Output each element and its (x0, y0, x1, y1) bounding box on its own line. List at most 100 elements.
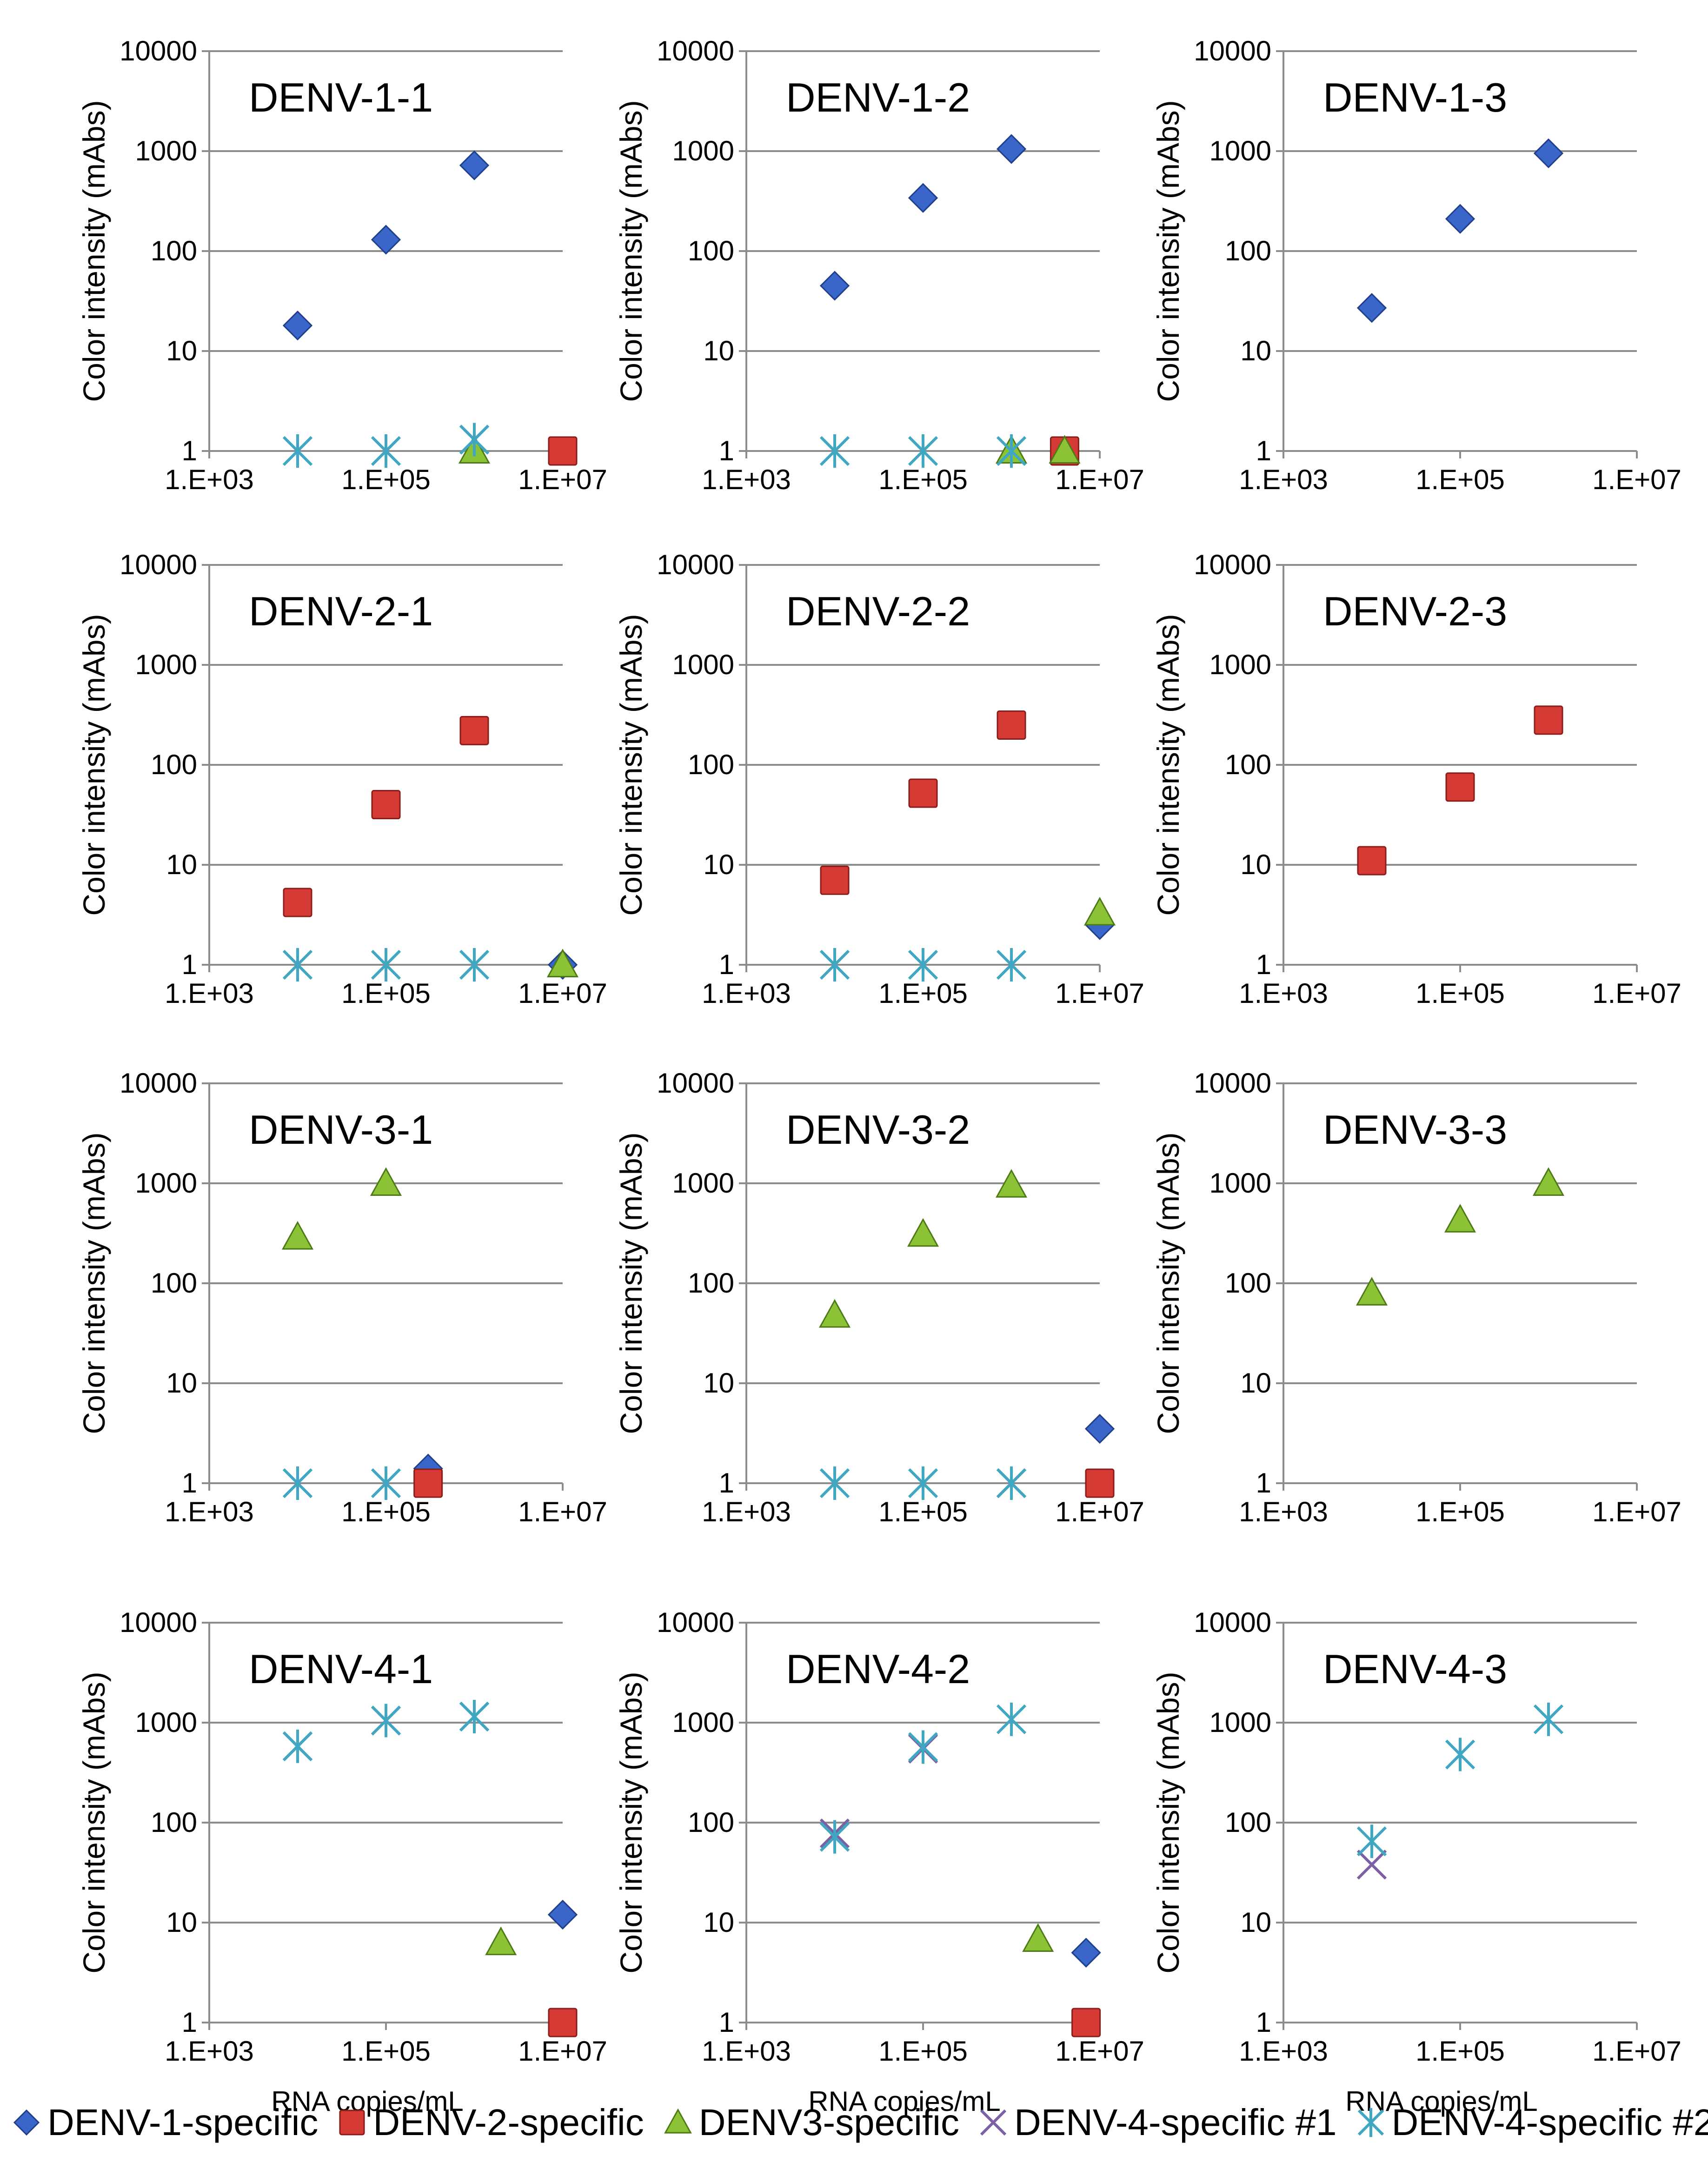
chart-denv-3-3: 1 10 100 1000 10000 1.E+03 1.E+05 1.E+07 Color i… (1151, 1068, 1681, 1527)
diamond-icon (13, 2109, 40, 2136)
chart-title: DENV-2-2 (786, 588, 970, 634)
y-tick-label: 10 (166, 1907, 197, 1938)
data-point-denv4-2 (282, 434, 313, 468)
data-point-denv2 (1071, 2008, 1101, 2037)
chart-denv-1-1: 1 10 100 1000 10000 1.E+03 1.E+05 1.E+07 Color i… (77, 35, 607, 495)
y-tick-label: 1000 (1210, 1707, 1271, 1738)
x-tick-label: 1.E+05 (878, 978, 968, 1009)
data-point-denv4-2 (282, 1466, 313, 1500)
data-point-denv2 (1534, 705, 1563, 735)
y-tick-label: 1 (1256, 2007, 1271, 2038)
y-tick-label: 100 (1225, 1807, 1271, 1838)
x-tick-label: 1.E+05 (341, 978, 431, 1009)
x-tick-label: 1.E+05 (341, 1496, 431, 1527)
y-tick-label: 10000 (120, 35, 197, 66)
chart-denv-4-1: 1 10 100 1000 10000 1.E+03 1.E+05 1.E+07 Color i… (77, 1607, 607, 2117)
data-point-denv2 (908, 778, 938, 808)
x-axis-label: RNA copies/mL (271, 2086, 464, 2117)
y-tick-label: 10000 (657, 35, 734, 66)
y-tick-label: 100 (688, 1267, 734, 1299)
data-point-denv3 (1444, 1204, 1476, 1233)
x-tick-label: 1.E+03 (702, 2036, 791, 2067)
x-tick-label: 1.E+03 (702, 978, 791, 1009)
chart-title: DENV-4-1 (249, 1646, 433, 1692)
x-tick-label: 1.E+03 (165, 2036, 254, 2067)
asterisk-icon (1357, 2108, 1384, 2137)
legend-label: DENV-2-specific (373, 2102, 644, 2143)
legend: DENV-1-specific DENV-2-specific DENV3-spec… (0, 2095, 1708, 2150)
x-axis-label: RNA copies/mL (808, 2086, 1001, 2117)
y-tick-label: 10 (1240, 335, 1271, 366)
y-axis-label: Color intensity (mAbs) (77, 100, 111, 402)
chart-title: DENV-3-3 (1323, 1107, 1507, 1153)
chart-title: DENV-1-1 (249, 74, 433, 120)
chart-title: DENV-2-3 (1323, 588, 1507, 634)
y-tick-label: 1000 (1210, 649, 1271, 680)
y-axis-label: Color intensity (mAbs) (614, 614, 648, 915)
cross-icon-shape (980, 2109, 1007, 2136)
y-tick-label: 100 (1225, 235, 1271, 266)
y-axis-label: Color intensity (mAbs) (614, 1132, 648, 1434)
data-point-denv4-2 (819, 1820, 850, 1854)
data-point-denv4-2 (459, 948, 490, 982)
data-point-denv4-2 (371, 948, 401, 982)
legend-label: DENV-4-specific #2 (1391, 2102, 1708, 2143)
data-point-denv3 (907, 1218, 939, 1247)
data-point-denv3 (1022, 1923, 1054, 1952)
y-axis-label: Color intensity (mAbs) (1151, 614, 1185, 915)
y-tick-label: 10000 (657, 549, 734, 580)
y-tick-label: 100 (688, 235, 734, 266)
y-tick-label: 1000 (135, 1167, 197, 1199)
y-tick-label: 1 (182, 949, 197, 980)
data-point-denv2 (1085, 1468, 1115, 1498)
triangle-icon-shape (664, 2108, 692, 2134)
chart-denv-2-2: 1 10 100 1000 10000 1.E+03 1.E+05 1.E+07 Color i… (614, 549, 1144, 1009)
data-point-denv4-2 (908, 434, 938, 468)
y-tick-label: 1 (182, 2007, 197, 2038)
data-point-denv2 (371, 790, 401, 820)
data-point-denv4-2 (819, 948, 850, 982)
y-tick-label: 1 (1256, 949, 1271, 980)
y-tick-label: 1000 (672, 1707, 734, 1738)
data-point-denv1 (996, 134, 1027, 164)
data-point-denv2 (820, 865, 850, 895)
chart-denv-3-1: 1 10 100 1000 10000 1.E+03 1.E+05 1.E+07 Color i… (77, 1068, 607, 1527)
y-tick-label: 1 (719, 1467, 734, 1499)
y-tick-label: 1000 (135, 1707, 197, 1738)
y-tick-label: 10 (703, 1367, 734, 1399)
data-point-denv4-2 (371, 1704, 401, 1738)
chart-title: DENV-3-1 (249, 1107, 433, 1153)
data-point-denv4-2 (282, 1729, 313, 1763)
data-point-denv1 (1445, 204, 1475, 234)
y-tick-label: 10000 (1194, 549, 1271, 580)
chart-title: DENV-1-3 (1323, 74, 1507, 120)
y-tick-label: 10 (1240, 1367, 1271, 1399)
chart-title: DENV-3-2 (786, 1107, 970, 1153)
y-tick-label: 1 (1256, 435, 1271, 466)
data-point-denv2 (548, 436, 578, 466)
chart-denv-3-2: 1 10 100 1000 10000 1.E+03 1.E+05 1.E+07 Color i… (614, 1068, 1144, 1527)
data-point-denv3 (1356, 1277, 1388, 1306)
data-point-denv2 (1445, 772, 1475, 802)
x-tick-label: 1.E+03 (165, 464, 254, 495)
y-tick-label: 10 (703, 849, 734, 880)
y-axis-label: Color intensity (mAbs) (77, 1672, 111, 1973)
y-tick-label: 100 (688, 1807, 734, 1838)
data-point-denv1 (908, 183, 938, 213)
y-tick-label: 1 (719, 2007, 734, 2038)
data-point-denv1 (547, 1899, 578, 1930)
chart-denv-2-1: 1 10 100 1000 10000 1.E+03 1.E+05 1.E+07 Color i… (77, 549, 607, 1009)
data-point-denv4-2 (908, 948, 938, 982)
asterisk-icon-shape (1357, 2108, 1384, 2137)
x-tick-label: 1.E+07 (518, 1496, 607, 1527)
y-tick-label: 10 (166, 1367, 197, 1399)
y-axis-label: Color intensity (mAbs) (77, 614, 111, 915)
x-tick-label: 1.E+05 (341, 464, 431, 495)
y-tick-label: 1 (1256, 1467, 1271, 1499)
y-axis-label: Color intensity (mAbs) (1151, 100, 1185, 402)
data-point-denv4-2 (996, 948, 1027, 982)
data-point-denv2 (1357, 846, 1387, 876)
y-axis-label: Color intensity (mAbs) (1151, 1132, 1185, 1434)
y-tick-label: 10 (166, 335, 197, 366)
